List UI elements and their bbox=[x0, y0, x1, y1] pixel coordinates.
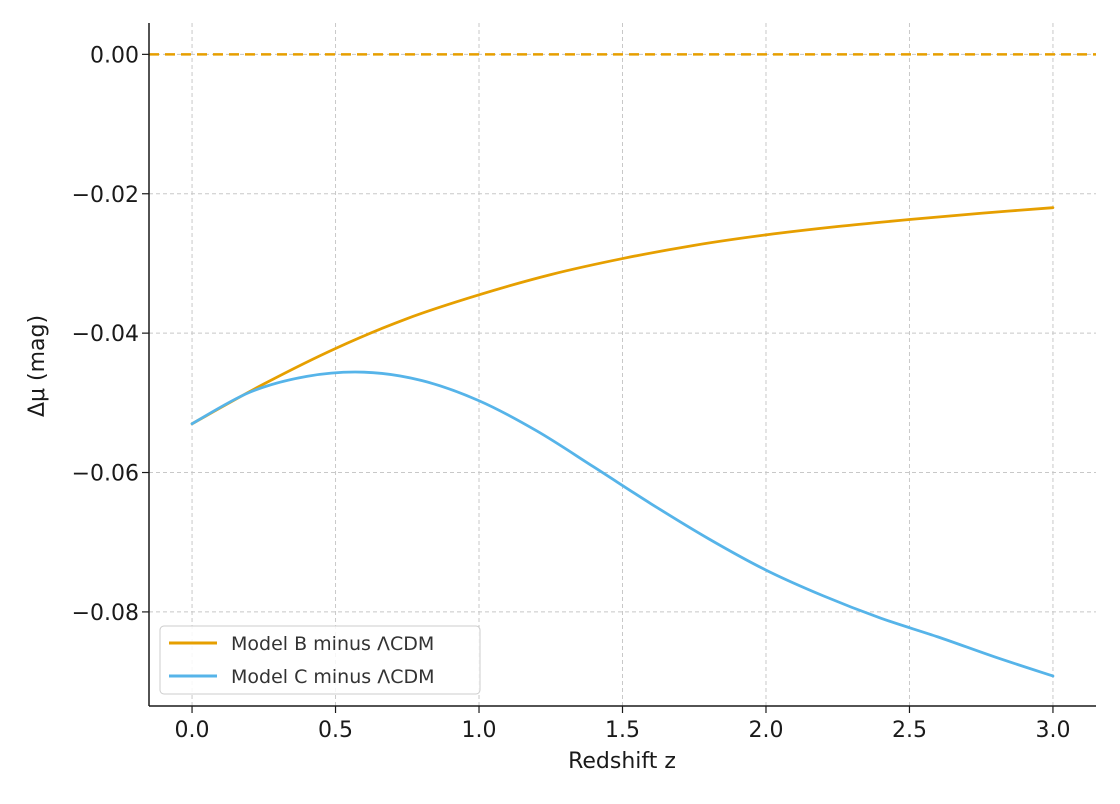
x-tick-label: 2.0 bbox=[748, 718, 783, 743]
series-layer bbox=[190, 206, 1055, 678]
y-tick-label: 0.00 bbox=[90, 43, 139, 68]
series-line-model-c bbox=[190, 370, 1055, 678]
y-axis-title: Δμ (mag) bbox=[25, 315, 50, 417]
series-line-model-b bbox=[190, 206, 1055, 426]
grid-lines bbox=[149, 23, 1096, 706]
y-tick-label: −0.02 bbox=[72, 183, 139, 208]
x-tick-label: 2.5 bbox=[892, 718, 927, 743]
x-tick-label: 1.0 bbox=[462, 718, 497, 743]
y-tick-label: −0.06 bbox=[72, 462, 139, 487]
tick-labels: 0.0 0.5 1.0 1.5 2.0 2.5 3.0 0.00 −0.02 −0.04 −0.06… bbox=[72, 43, 1071, 743]
legend-label-model-c: Model C minus ΛCDM bbox=[231, 666, 435, 688]
legend: Model B minus ΛCDM Model C minus ΛCDM bbox=[159, 625, 481, 695]
axes bbox=[142, 23, 1096, 713]
x-tick-label: 3.0 bbox=[1035, 718, 1070, 743]
x-tick-label: 0.5 bbox=[318, 718, 353, 743]
x-tick-label: 0.0 bbox=[175, 718, 210, 743]
y-tick-label: −0.04 bbox=[72, 322, 139, 347]
legend-label-model-b: Model B minus ΛCDM bbox=[231, 633, 434, 655]
y-tick-label: −0.08 bbox=[72, 601, 139, 626]
x-tick-label: 1.5 bbox=[605, 718, 640, 743]
x-axis-title: Redshift z bbox=[568, 749, 676, 774]
legend-box bbox=[159, 625, 481, 695]
